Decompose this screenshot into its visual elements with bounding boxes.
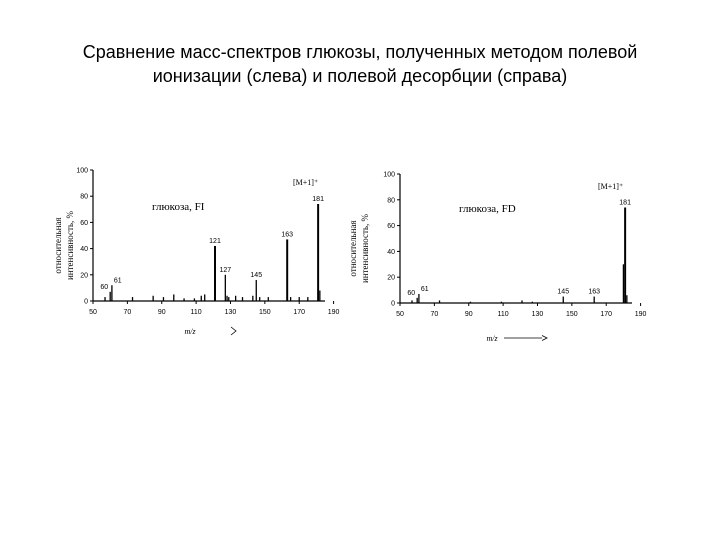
- y-axis-title-line-2: интенсивность, %: [65, 210, 75, 280]
- y-tick-label: 20: [80, 272, 88, 279]
- x-tick-label: 90: [465, 311, 473, 318]
- peak-label-163: 163: [588, 289, 600, 296]
- x-tick-label: 70: [123, 309, 131, 316]
- peak-label-61: 61: [421, 286, 429, 293]
- x-tick-label: 190: [635, 311, 647, 318]
- y-tick-label: 0: [84, 299, 88, 306]
- x-tick-label: 70: [430, 311, 438, 318]
- y-axis-title-line-1: относительная: [53, 217, 63, 273]
- y-tick-label: 40: [387, 249, 395, 256]
- y-tick-label: 100: [383, 172, 395, 179]
- x-axis-title: m/z: [184, 327, 196, 336]
- x-axis-arrow-head: [541, 335, 548, 341]
- x-axis-title: m/z: [486, 334, 498, 343]
- molecular-ion-label: [M+1]⁺: [598, 182, 623, 191]
- x-tick-label: 110: [191, 309, 202, 316]
- peak-label-60: 60: [407, 290, 415, 297]
- peak-label-127: 127: [219, 267, 231, 274]
- peak-label-145: 145: [557, 289, 569, 296]
- slide-title-line-2: ионизации (слева) и полевой десорбции (с…: [152, 66, 568, 86]
- peak-label-163: 163: [281, 231, 293, 238]
- spectrum-panel-1: 0 20 40 60 80 100 50 70 90 110 130 150 170 190 60 61 121…: [53, 168, 340, 337]
- panel-label: глюкоза, FD: [459, 203, 516, 215]
- x-tick-label: 170: [293, 309, 305, 316]
- y-tick-label: 20: [387, 275, 395, 282]
- x-tick-label: 130: [532, 311, 544, 318]
- peak-label-121: 121: [209, 238, 221, 245]
- y-tick-label: 60: [387, 223, 395, 230]
- slide-title-line-1: Сравнение масс-спектров глюкозы, получен…: [82, 42, 638, 62]
- y-tick-label: 60: [80, 220, 88, 227]
- y-axis-title-line-2: интенсивность, %: [360, 213, 370, 283]
- y-tick-label: 80: [387, 197, 395, 204]
- peak-label-60: 60: [100, 284, 108, 291]
- x-tick-label: 150: [566, 311, 578, 318]
- x-tick-label: 90: [158, 309, 166, 316]
- peak-label-181: 181: [312, 196, 324, 203]
- peak-label-181: 181: [619, 200, 631, 207]
- y-tick-label: 0: [391, 301, 395, 308]
- x-tick-label: 50: [396, 311, 404, 318]
- y-tick-label: 100: [76, 168, 88, 175]
- x-tick-label: 190: [328, 309, 340, 316]
- x-axis-arrow-head: [230, 326, 237, 336]
- y-tick-label: 40: [80, 246, 88, 253]
- x-tick-label: 130: [225, 309, 237, 316]
- molecular-ion-label: [M+1]⁺: [293, 178, 318, 187]
- spectrum-panel-2: 0 20 40 60 80 100 50 70 90 110 130 150 170 190 60 61 145…: [348, 172, 647, 344]
- peak-label-61: 61: [114, 277, 122, 284]
- y-axis-title-line-1: относительная: [348, 220, 358, 276]
- panel-label: глюкоза, FI: [152, 201, 205, 213]
- y-tick-label: 80: [80, 194, 88, 201]
- x-tick-label: 110: [498, 311, 509, 318]
- x-tick-label: 50: [89, 309, 97, 316]
- x-tick-label: 150: [259, 309, 271, 316]
- x-tick-label: 170: [600, 311, 612, 318]
- peak-label-145: 145: [250, 272, 262, 279]
- slide-title: Сравнение масс-спектров глюкозы, получен…: [20, 40, 700, 88]
